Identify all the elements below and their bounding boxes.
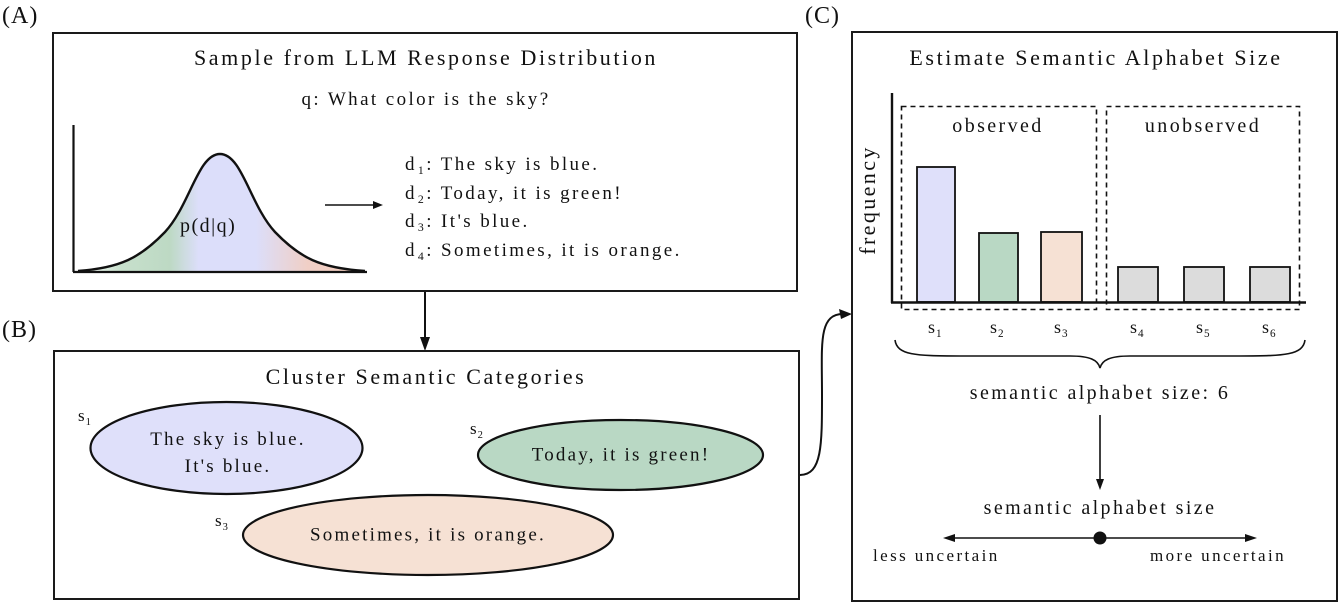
unobserved-label: unobserved (1144, 115, 1262, 137)
cluster-s2-label: s2 (470, 419, 483, 441)
panel-c (851, 31, 1338, 602)
panel-c-title: Estimate Semantic Alphabet Size (909, 45, 1283, 70)
sample-list: d1: The sky is blue. d2: Today, it is gr… (405, 152, 682, 266)
bar-s6 (1249, 266, 1291, 303)
cluster-s1-line: The sky is blue. (150, 429, 306, 450)
panel-b-title: Cluster Semantic Categories (265, 364, 587, 389)
scale-right-label: more uncertain (1150, 546, 1287, 565)
y-axis-label: frequency (855, 145, 880, 255)
tick-s3: s3 (1054, 317, 1068, 340)
bar-s2 (978, 232, 1019, 303)
tick-s6: s6 (1262, 317, 1276, 340)
panel-a-title: Sample from LLM Response Distribution (193, 45, 659, 70)
bar-s4 (1117, 266, 1159, 303)
cluster-s1-label: s1 (78, 406, 91, 428)
sample-item: d1: The sky is blue. (405, 154, 600, 178)
tick-s4: s4 (1130, 317, 1144, 340)
bar-s5 (1183, 266, 1225, 303)
cluster-s3-line: Sometimes, it is orange. (310, 524, 546, 546)
bar-s3 (1040, 231, 1083, 303)
panel-a-label: (A) (2, 3, 39, 29)
observed-label: observed (952, 115, 1044, 137)
sample-item: d3: It's blue. (405, 211, 530, 235)
sample-item: d4: Sometimes, it is orange. (405, 239, 682, 263)
cluster-s1-line: It's blue. (184, 456, 272, 477)
scale-title: semantic alphabet size (983, 497, 1217, 519)
alphabet-size-result: semantic alphabet size: 6 (969, 382, 1231, 404)
cluster-s2: Today, it is green! (532, 442, 711, 469)
question-text: q: What color is the sky? (301, 89, 551, 110)
cluster-s3-label: s3 (215, 511, 228, 533)
panel-c-label: (C) (805, 3, 840, 29)
distribution-label: p(d|q) (180, 215, 237, 237)
cluster-s2-line: Today, it is green! (531, 444, 711, 466)
scale-left-label: less uncertain (873, 546, 1000, 565)
tick-s2: s2 (990, 317, 1004, 340)
tick-s5: s5 (1196, 317, 1210, 340)
tick-s1: s1 (928, 317, 942, 340)
panel-b-label: (B) (2, 317, 37, 343)
cluster-s1: The sky is blue. It's blue. (150, 426, 306, 480)
cluster-s3: Sometimes, it is orange. (310, 522, 546, 549)
bar-s1 (916, 166, 956, 303)
sample-item: d2: Today, it is green! (405, 182, 624, 206)
